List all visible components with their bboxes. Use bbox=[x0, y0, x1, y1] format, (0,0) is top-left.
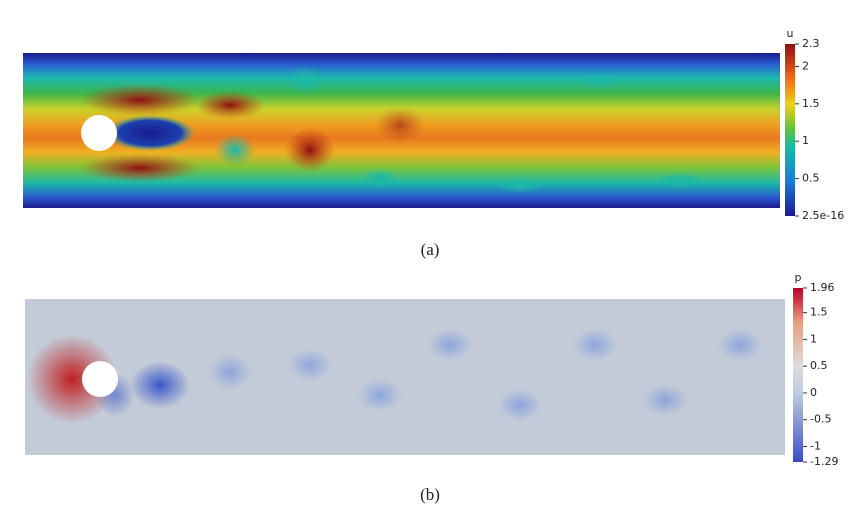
velocity-field bbox=[23, 53, 780, 208]
colorbar bbox=[793, 288, 803, 462]
colorbar bbox=[785, 44, 795, 216]
tick-label: 1.96 bbox=[810, 281, 835, 294]
tick-label: 2 bbox=[802, 59, 809, 72]
colorbar-label: u bbox=[787, 27, 794, 40]
caption: (b) bbox=[420, 485, 440, 504]
tick-label: 2.3 bbox=[802, 37, 820, 50]
tick-label: 1 bbox=[810, 332, 817, 345]
tick-label: 0.5 bbox=[802, 172, 820, 185]
tick-label: 0 bbox=[810, 386, 817, 399]
tick-label: 1 bbox=[802, 134, 809, 147]
tick-label: 1.5 bbox=[802, 97, 820, 110]
tick-label: 1.5 bbox=[810, 306, 828, 319]
tick-label: 0.5 bbox=[810, 359, 828, 372]
tick-label: -1 bbox=[810, 439, 821, 452]
tick-label: 2.5e-16 bbox=[802, 209, 844, 222]
caption: (a) bbox=[421, 240, 440, 259]
pressure-field bbox=[25, 299, 785, 455]
tick-label: -0.5 bbox=[810, 413, 831, 426]
colorbar-label: p bbox=[795, 271, 802, 284]
tick-label: -1.29 bbox=[810, 455, 838, 468]
